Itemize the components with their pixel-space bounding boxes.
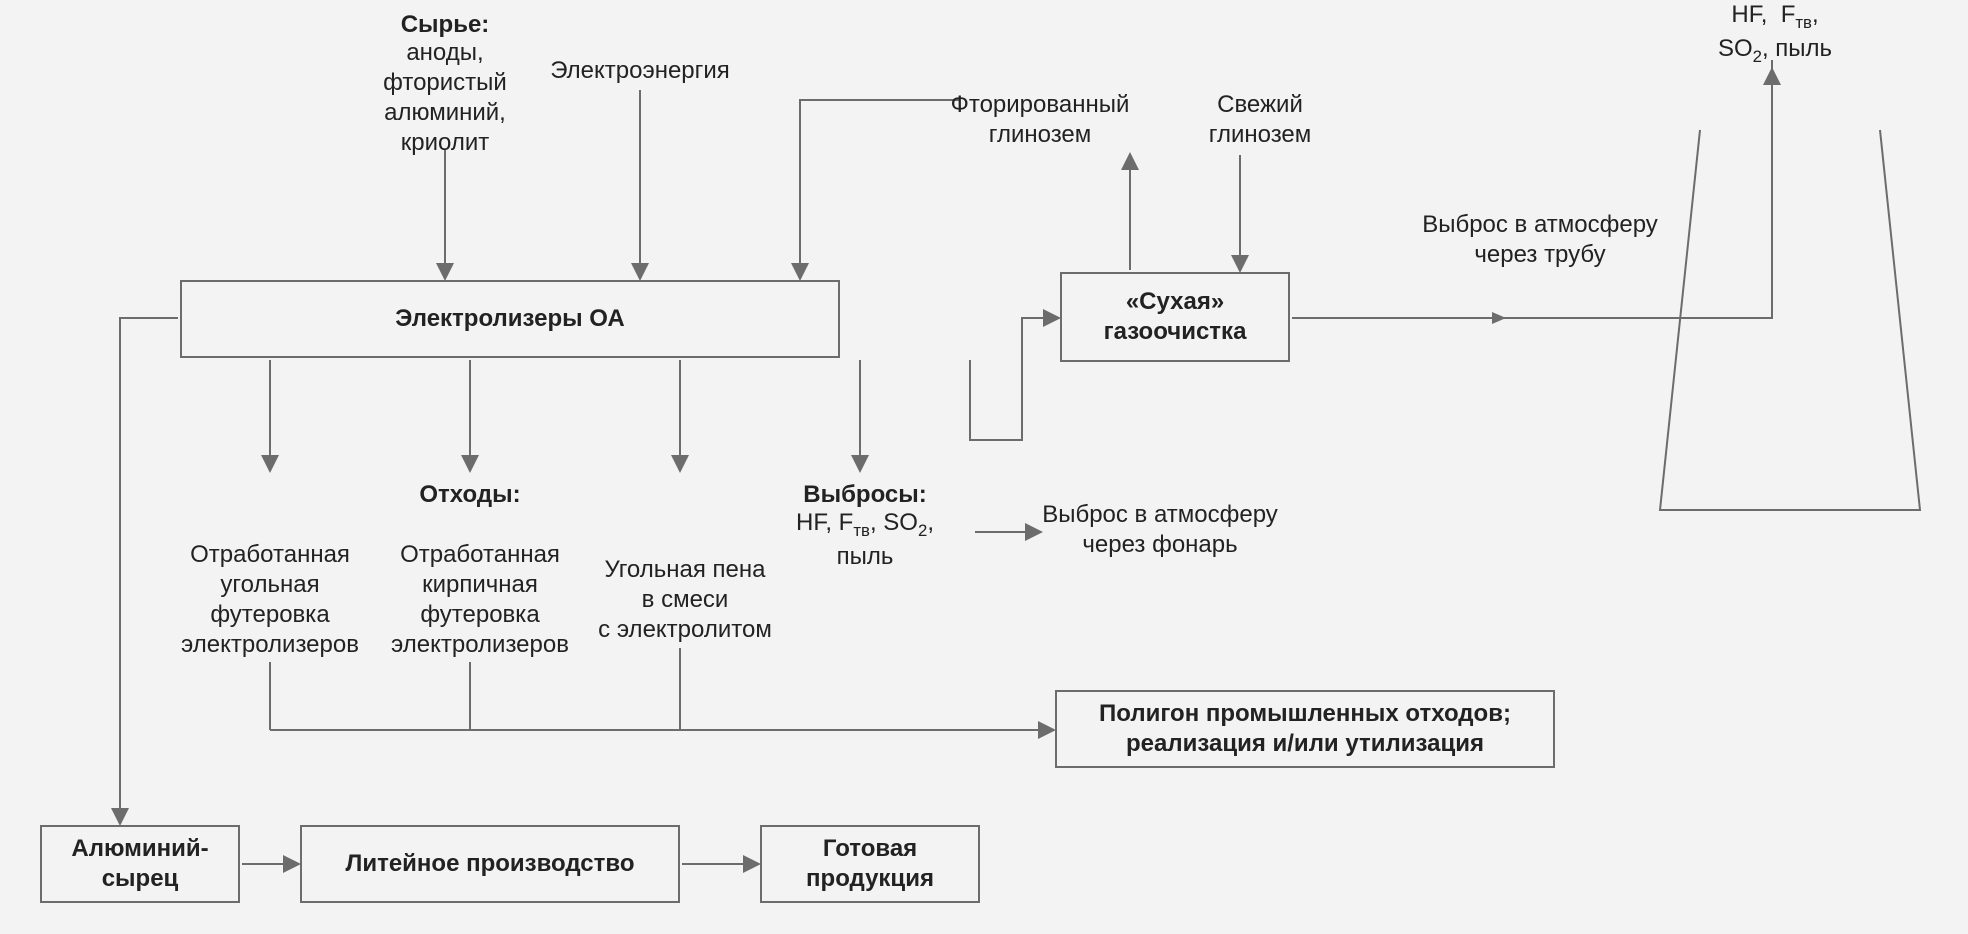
node-emissions_title: Выбросы: bbox=[765, 480, 965, 510]
node-emit_pipe: Выброс в атмосферу через трубу bbox=[1380, 210, 1700, 270]
node-waste2: Отработанная кирпичная футеровка электро… bbox=[370, 540, 590, 660]
node-emissions_body: HF, Fтв, SO2,пыль bbox=[760, 508, 970, 568]
node-electricity: Электроэнергия bbox=[510, 56, 770, 86]
node-product: Готовая продукция bbox=[760, 825, 980, 903]
node-electrolyzers: Электролизеры ОА bbox=[180, 280, 840, 358]
node-waste3: Угольная пена в смеси с электролитом bbox=[575, 555, 795, 645]
node-stack_label: HF, Fтв,SO2, пыль bbox=[1650, 0, 1900, 58]
edge-e_el_to_gas bbox=[970, 318, 1058, 440]
node-fresh_alumina: Свежий глинозем bbox=[1160, 90, 1360, 150]
node-raw_title: Сырье: bbox=[345, 10, 545, 40]
node-landfill: Полигон промышленных отходов; реализация… bbox=[1055, 690, 1555, 768]
node-al_raw: Алюминий- сырец bbox=[40, 825, 240, 903]
edge-e_gas_to_stack-midarrow bbox=[1492, 312, 1506, 324]
flowchart-canvas: Сырье:аноды, фтористый алюминий, криолит… bbox=[0, 0, 1968, 934]
node-emit_lantern: Выброс в атмосферу через фонарь bbox=[1000, 500, 1320, 560]
node-fluor_alumina: Фторированный глинозем bbox=[900, 90, 1180, 150]
node-foundry: Литейное производство bbox=[300, 825, 680, 903]
node-raw_body: аноды, фтористый алюминий, криолит bbox=[330, 38, 560, 148]
edge-e_gas_to_stack bbox=[1292, 70, 1772, 318]
node-wastes_title: Отходы: bbox=[370, 480, 570, 510]
node-waste1: Отработанная угольная футеровка электрол… bbox=[160, 540, 380, 660]
node-gas_clean: «Сухая» газоочистка bbox=[1060, 272, 1290, 362]
stack-shape bbox=[1660, 130, 1920, 510]
